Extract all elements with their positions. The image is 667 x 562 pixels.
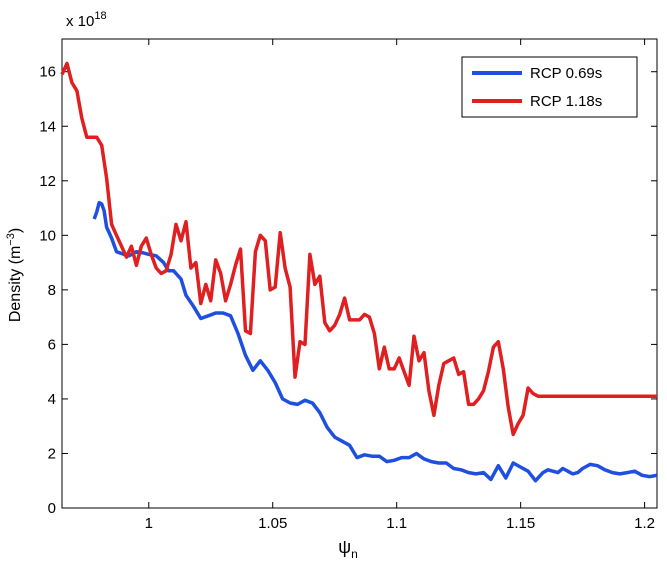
y-tick-label: 12 xyxy=(39,173,56,190)
legend-box xyxy=(461,56,638,118)
y-tick-label: 10 xyxy=(39,227,56,244)
legend-label-1: RCP 1.18s xyxy=(530,93,602,110)
y-tick-label: 8 xyxy=(48,282,56,299)
y-tick-label: 6 xyxy=(48,336,56,353)
legend: RCP 0.69s RCP 1.18s xyxy=(461,56,638,118)
series-layer xyxy=(60,61,658,483)
x-tick-label: 1.15 xyxy=(506,515,535,532)
x-axis-label: ψn xyxy=(338,537,358,561)
x-tick-label: 1 xyxy=(145,515,153,532)
y-axis: 0 2 4 6 8 10 12 14 16 xyxy=(39,64,657,517)
exponent-label: x 1018 xyxy=(66,10,107,30)
legend-label-0: RCP 0.69s xyxy=(530,65,602,82)
series-line-1 xyxy=(60,61,657,437)
plot-frame xyxy=(61,38,658,509)
x-tick-label: 1.1 xyxy=(386,515,407,532)
x-tick-label: 1.05 xyxy=(258,515,287,532)
y-tick-label: 14 xyxy=(39,118,56,135)
y-tick-label: 2 xyxy=(48,445,56,462)
y-tick-label: 4 xyxy=(48,391,56,408)
y-tick-label: 0 xyxy=(48,500,56,517)
y-tick-label: 16 xyxy=(39,64,56,81)
x-tick-label: 1.2 xyxy=(634,515,655,532)
x-axis: 1 1.05 1.1 1.15 1.2 xyxy=(145,39,655,532)
series-line-0 xyxy=(92,200,658,483)
y-axis-label: Density (m−3) xyxy=(5,228,24,322)
